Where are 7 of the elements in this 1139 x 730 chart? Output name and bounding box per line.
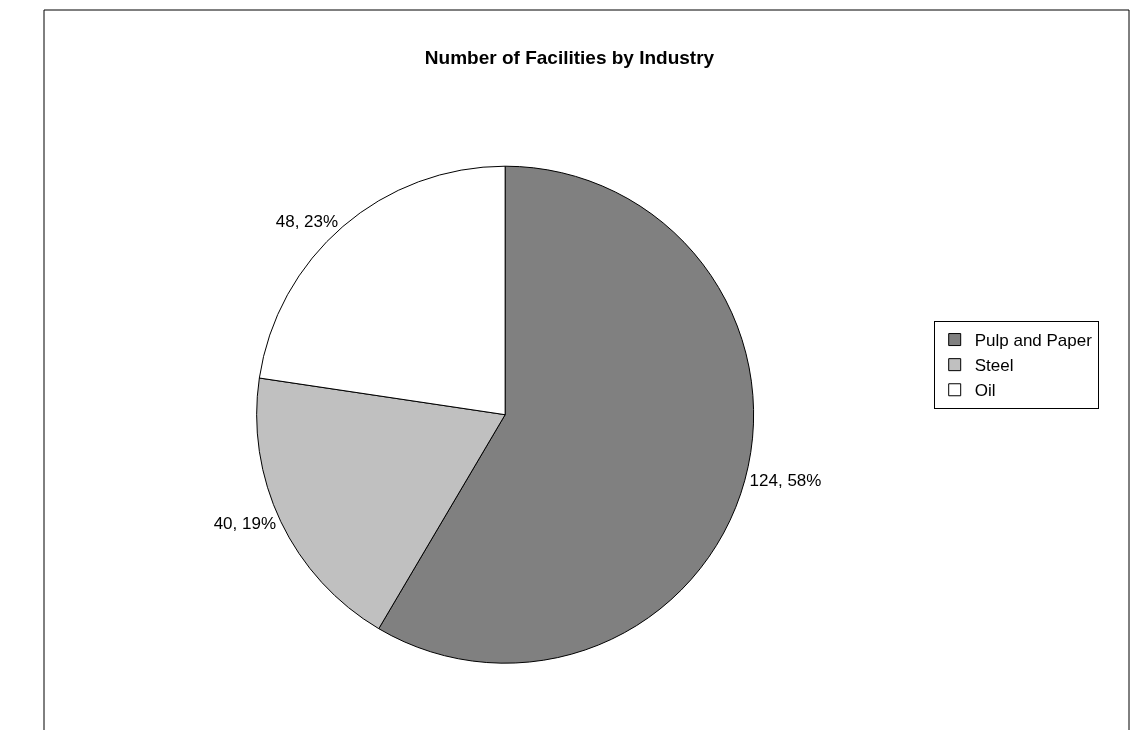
legend-label: Steel <box>974 356 1014 376</box>
data-label: 124, 58% <box>749 471 822 491</box>
chart-title: Number of Facilities by Industry <box>424 47 715 69</box>
data-label: 48, 23% <box>275 211 339 231</box>
legend-label: Pulp and Paper <box>974 331 1093 351</box>
legend-label: Oil <box>974 381 996 401</box>
data-label: 40, 19% <box>213 513 277 533</box>
